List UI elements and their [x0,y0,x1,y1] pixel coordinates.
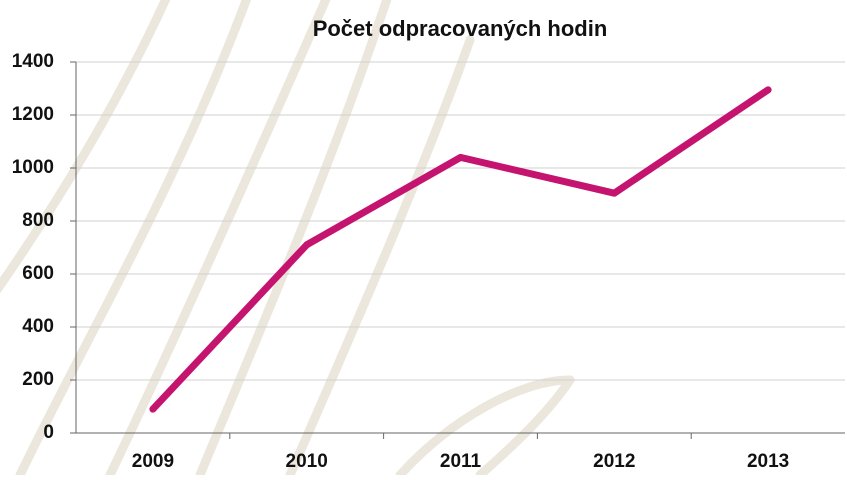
background-decoration [0,0,575,480]
chart-title: Počet odpracovaných hodin [313,16,608,41]
y-tick-label: 0 [43,422,54,443]
x-tick-label: 2013 [747,451,789,472]
y-tick-label: 200 [22,369,54,390]
y-tick-label: 1400 [12,51,54,72]
y-tick-label: 800 [22,210,54,231]
y-tick-label: 400 [22,316,54,337]
x-tick-label: 2009 [132,451,174,472]
x-tick-label: 2011 [440,451,482,472]
data-line [149,86,772,413]
x-tick-label: 2012 [593,451,635,472]
x-tick-label: 2010 [286,451,328,472]
y-tick-label: 1200 [12,104,54,125]
y-tick-label: 1000 [12,157,54,178]
y-tick-label: 600 [22,263,54,284]
